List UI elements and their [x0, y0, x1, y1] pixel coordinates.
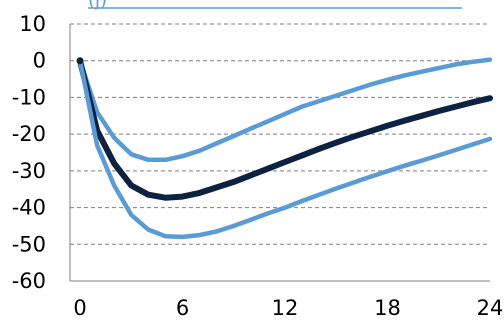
gridlines [70, 23, 490, 245]
x-tick-label: 18 [374, 296, 401, 320]
x-tick-label: 6 [176, 296, 189, 320]
chart-title-fragment: (j) [88, 0, 107, 11]
series-line-central [77, 57, 493, 201]
axes [69, 24, 490, 282]
tick-labels: 10 0 -10 -20 -30 -40 -50 -60 0 6 12 18 24 [12, 12, 504, 320]
series-line-lower-band [77, 58, 493, 240]
y-tick-label: -10 [12, 85, 46, 109]
x-tick-label: 0 [73, 296, 86, 320]
y-tick-label: -50 [12, 232, 46, 256]
origin-point [76, 57, 84, 65]
y-tick-label: -30 [12, 159, 46, 183]
x-tick-label: 12 [272, 296, 299, 320]
x-tick-label: 24 [477, 296, 504, 320]
y-tick-label: 0 [33, 49, 46, 73]
series-lines [76, 57, 493, 240]
y-tick-label: -60 [12, 269, 46, 293]
y-tick-label: -20 [12, 122, 46, 146]
y-tick-label: 10 [19, 12, 46, 36]
y-tick-label: -40 [12, 196, 46, 220]
series-line-upper-band [77, 57, 493, 163]
